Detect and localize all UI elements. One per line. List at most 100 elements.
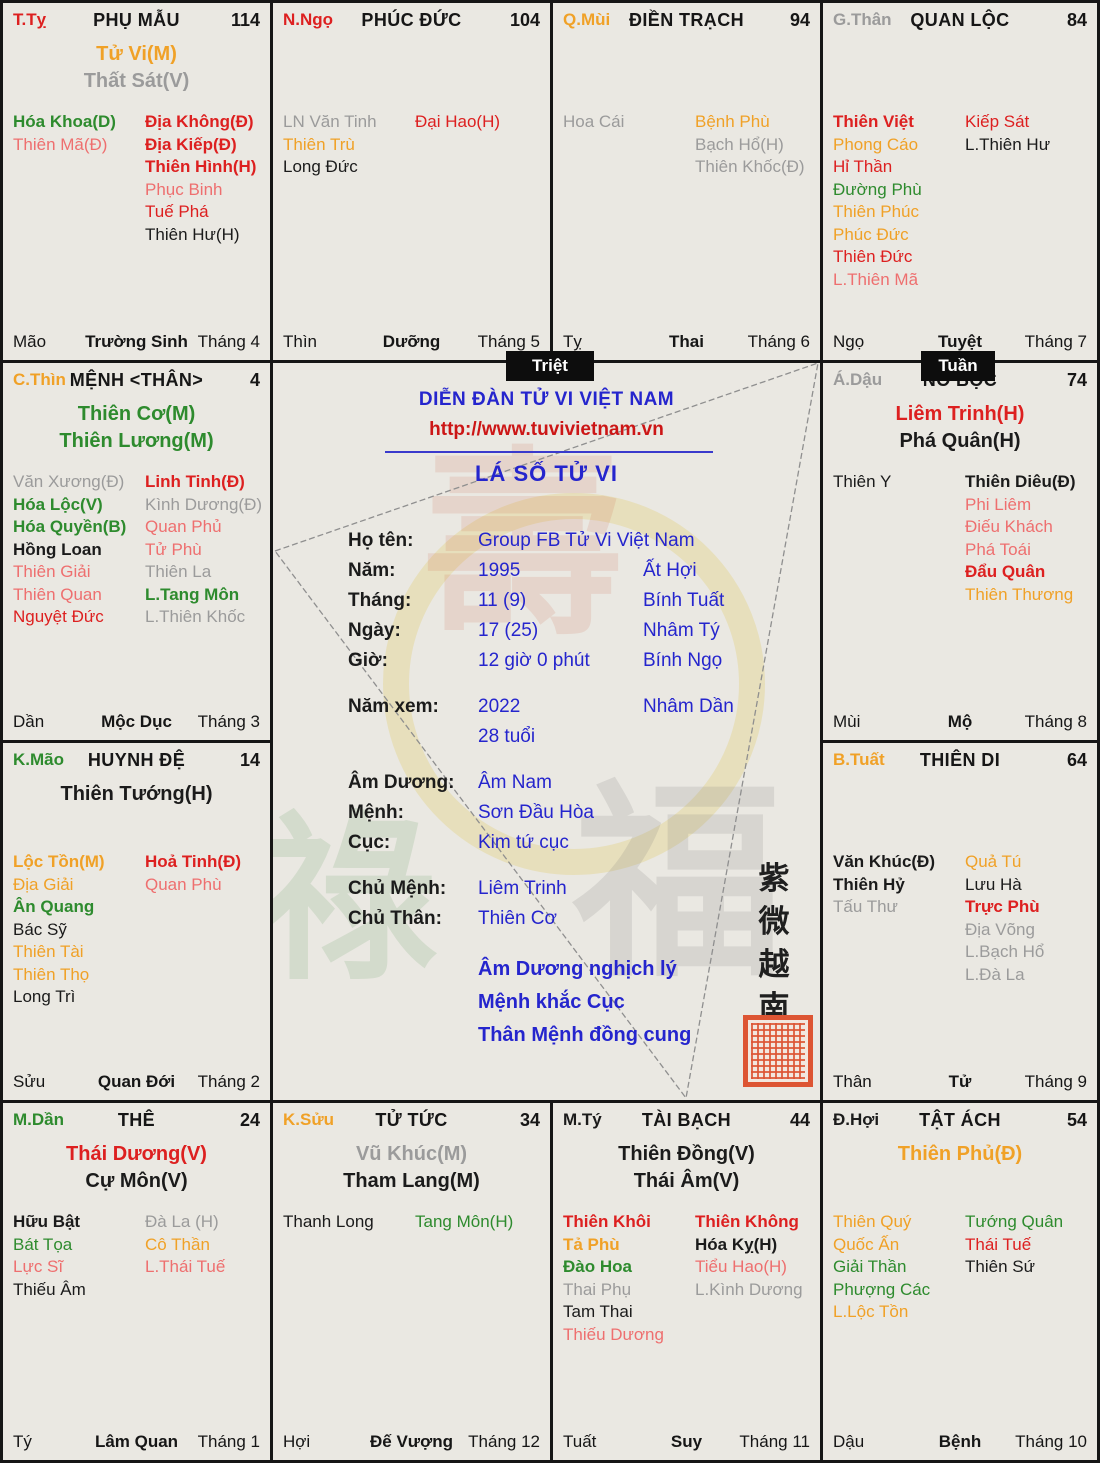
palace-thien-di: B.Tuất THIÊN DI 64 Văn Khúc(Đ) Thiên Hỷ Tấ… <box>820 740 1100 1103</box>
info-field: 28 tuổi <box>348 722 818 752</box>
footer-branch: Dần <box>13 712 45 731</box>
minor-stars-right: Linh Tinh(Đ) Kình Dương(Đ) Quan Phủ Tử Phù T… <box>145 471 266 629</box>
palace-header: T.Tỵ PHỤ MẪU 114 <box>3 10 270 34</box>
field-value: Liêm Trinh <box>478 878 567 899</box>
star: Phục Binh <box>145 179 223 199</box>
minor-stars-left: Thanh Long <box>283 1211 415 1234</box>
field-label: Chủ Mệnh: <box>348 878 447 899</box>
palace-number: 14 <box>239 750 260 770</box>
minor-stars-left: Hóa Khoa(D) Thiên Mã(Đ) <box>13 111 145 246</box>
palace-header: Q.Mùi ĐIỀN TRẠCH 94 <box>553 10 820 34</box>
palace-header: C.Thìn MỆNH <THÂN> 4 <box>3 370 270 394</box>
forum-title: DIỄN ĐÀN TỬ VI VIỆT NAM <box>418 389 675 410</box>
star: L.Lộc Tồn <box>833 1302 909 1321</box>
star: Thiên Tài <box>13 942 84 961</box>
star: Thiên Y <box>833 472 892 491</box>
footer-branch: Dậu <box>833 1432 865 1451</box>
star: L.Thiên Hư <box>965 134 1051 154</box>
footer-stage: Tử <box>948 1072 972 1091</box>
footer-stage: Mộ <box>947 712 973 731</box>
vertical-char: 微 <box>758 904 790 940</box>
footer-branch: Ngọ <box>833 332 865 351</box>
minor-stars: Thiên Quý Quốc Ấn Giải Thần Phượng Các L.Lộc… <box>833 1211 1093 1324</box>
branch-label: Á.Dậu <box>833 370 883 389</box>
star: Hóa Lộc(V) <box>13 494 103 514</box>
star: Văn Khúc(Đ) <box>833 852 935 871</box>
star: Ân Quang <box>13 897 95 916</box>
star: Phá Toái <box>965 539 1031 559</box>
star: Cự Môn(V) <box>85 1170 188 1192</box>
info-field: Cục: Kim tứ cục <box>348 828 818 858</box>
star: L.Đà La <box>965 964 1025 984</box>
footer-stage: Tuyệt <box>937 332 983 351</box>
star: Văn Xương(Đ) <box>13 472 125 491</box>
footer-branch: Thìn <box>283 332 318 351</box>
star: Bạch Hổ(H) <box>695 134 784 154</box>
palace-number: 94 <box>789 10 810 30</box>
branch-label: B.Tuất <box>833 750 885 769</box>
minor-stars: Hóa Khoa(D) Thiên Mã(Đ) Địa Không(Đ) Địa K… <box>13 111 266 246</box>
star: Hóa Quyền(B) <box>13 517 127 536</box>
minor-stars: Thiên Y Thiên Diêu(Đ) Phi Liêm Điếu Khách P… <box>833 471 1093 606</box>
birth-info-fields: Họ tên: Group FB Tử Vi Việt Nam Năm: 199… <box>348 526 818 934</box>
branch-label: G.Thân <box>833 10 892 29</box>
star: Thiên Quan <box>13 584 102 604</box>
star: Phúc Đức <box>833 224 909 244</box>
star: Thái Âm(V) <box>633 1170 740 1192</box>
palace-phu-mau: T.Tỵ PHỤ MẪU 114 Tử Vi(M) Thất Sát(V) Hóa… <box>0 0 273 363</box>
star: Hóa Khoa(D) <box>13 112 116 131</box>
minor-stars: Thiên Việt Phong Cáo Hỉ Thần Đường Phù Thiên… <box>833 111 1093 291</box>
minor-stars-right: Quả Tú Lưu Hà Trực Phù Địa Võng L.Bạch Hổ L.Đ… <box>965 851 1093 986</box>
star: Thiên Hư(H) <box>145 224 240 244</box>
footer-stage: Quan Đới <box>97 1072 176 1091</box>
field-value: Kim tứ cục <box>478 832 569 853</box>
major-stars: Thiên Đồng(V) Thái Âm(V) <box>553 1141 820 1195</box>
star: Địa Võng <box>965 919 1035 939</box>
palace-quan-loc: G.Thân QUAN LỘC 84 Thiên Việt Phong Cáo Hỉ… <box>820 0 1100 363</box>
field-value: 12 giờ 0 phút <box>478 650 590 671</box>
branch-label: N.Ngọ <box>283 10 334 29</box>
palace-title: QUAN LỘC <box>910 10 1010 30</box>
field-value: 2022 <box>478 696 521 717</box>
star: L.Thiên Mã <box>833 269 919 289</box>
footer-branch: Sửu <box>13 1072 46 1091</box>
field-value: Âm Nam <box>478 772 552 793</box>
branch-label: T.Tỵ <box>13 10 47 29</box>
info-field: Chủ Mệnh: Liêm Trinh <box>348 874 818 904</box>
star: Trực Phù <box>965 897 1040 916</box>
forum-url-link[interactable]: http://www.tuvivietnam.vn <box>429 419 664 440</box>
branch-label: C.Thìn <box>13 370 66 389</box>
field-label: Tháng: <box>348 590 412 611</box>
star: Thiên Thương <box>965 584 1074 604</box>
star: Long Trì <box>13 987 76 1006</box>
field-value: Group FB Tử Vi Việt Nam <box>478 530 695 551</box>
star: Hỉ Thần <box>833 157 893 176</box>
vertical-char: 紫 <box>758 861 790 897</box>
star: Thiếu Dương <box>563 1324 664 1344</box>
minor-stars-right: Đà La (H) Cô Thần L.Thái Tuế <box>145 1211 266 1301</box>
star: Đại Hao(H) <box>415 112 501 131</box>
minor-stars-right: Địa Không(Đ) Địa Kiếp(Đ) Thiên Hình(H) Phục… <box>145 111 266 246</box>
minor-stars-left: Thiên Khôi Tả Phù Đào Hoa Thai Phụ Tam Thai T… <box>563 1211 695 1346</box>
star: Thái Dương(V) <box>66 1143 207 1165</box>
star: Bệnh Phù <box>695 112 770 131</box>
palace-the: M.Dần THÊ 24 Thái Dương(V) Cự Môn(V) Hữu … <box>0 1100 273 1463</box>
star: Thai Phụ <box>563 1279 632 1299</box>
star: Địa Kiếp(Đ) <box>145 134 237 154</box>
star: L.Bạch Hổ <box>965 942 1045 961</box>
palace-number: 54 <box>1066 1110 1087 1130</box>
footer-stage: Dưỡng <box>382 332 441 351</box>
palace-header: M.Dần THÊ 24 <box>3 1110 270 1134</box>
footer-month: Tháng 11 <box>739 1432 810 1451</box>
field-value: 11 (9) <box>478 590 527 611</box>
palace-title: PHÚC ĐỨC <box>361 10 462 30</box>
palace-number: 44 <box>789 1110 810 1130</box>
minor-stars: Văn Khúc(Đ) Thiên Hỷ Tấu Thư Quả Tú Lưu Hà T… <box>833 851 1093 986</box>
palace-title: THÊ <box>117 1110 156 1130</box>
minor-stars-left: Thiên Quý Quốc Ấn Giải Thần Phượng Các L.Lộc… <box>833 1211 965 1324</box>
footer-month: Tháng 4 <box>197 332 260 351</box>
info-field: Ngày: 17 (25) Nhâm Tý <box>348 616 818 646</box>
star: Kiếp Sát <box>965 112 1030 131</box>
star: Điếu Khách <box>965 517 1053 536</box>
major-stars: Thái Dương(V) Cự Môn(V) <box>3 1141 270 1195</box>
